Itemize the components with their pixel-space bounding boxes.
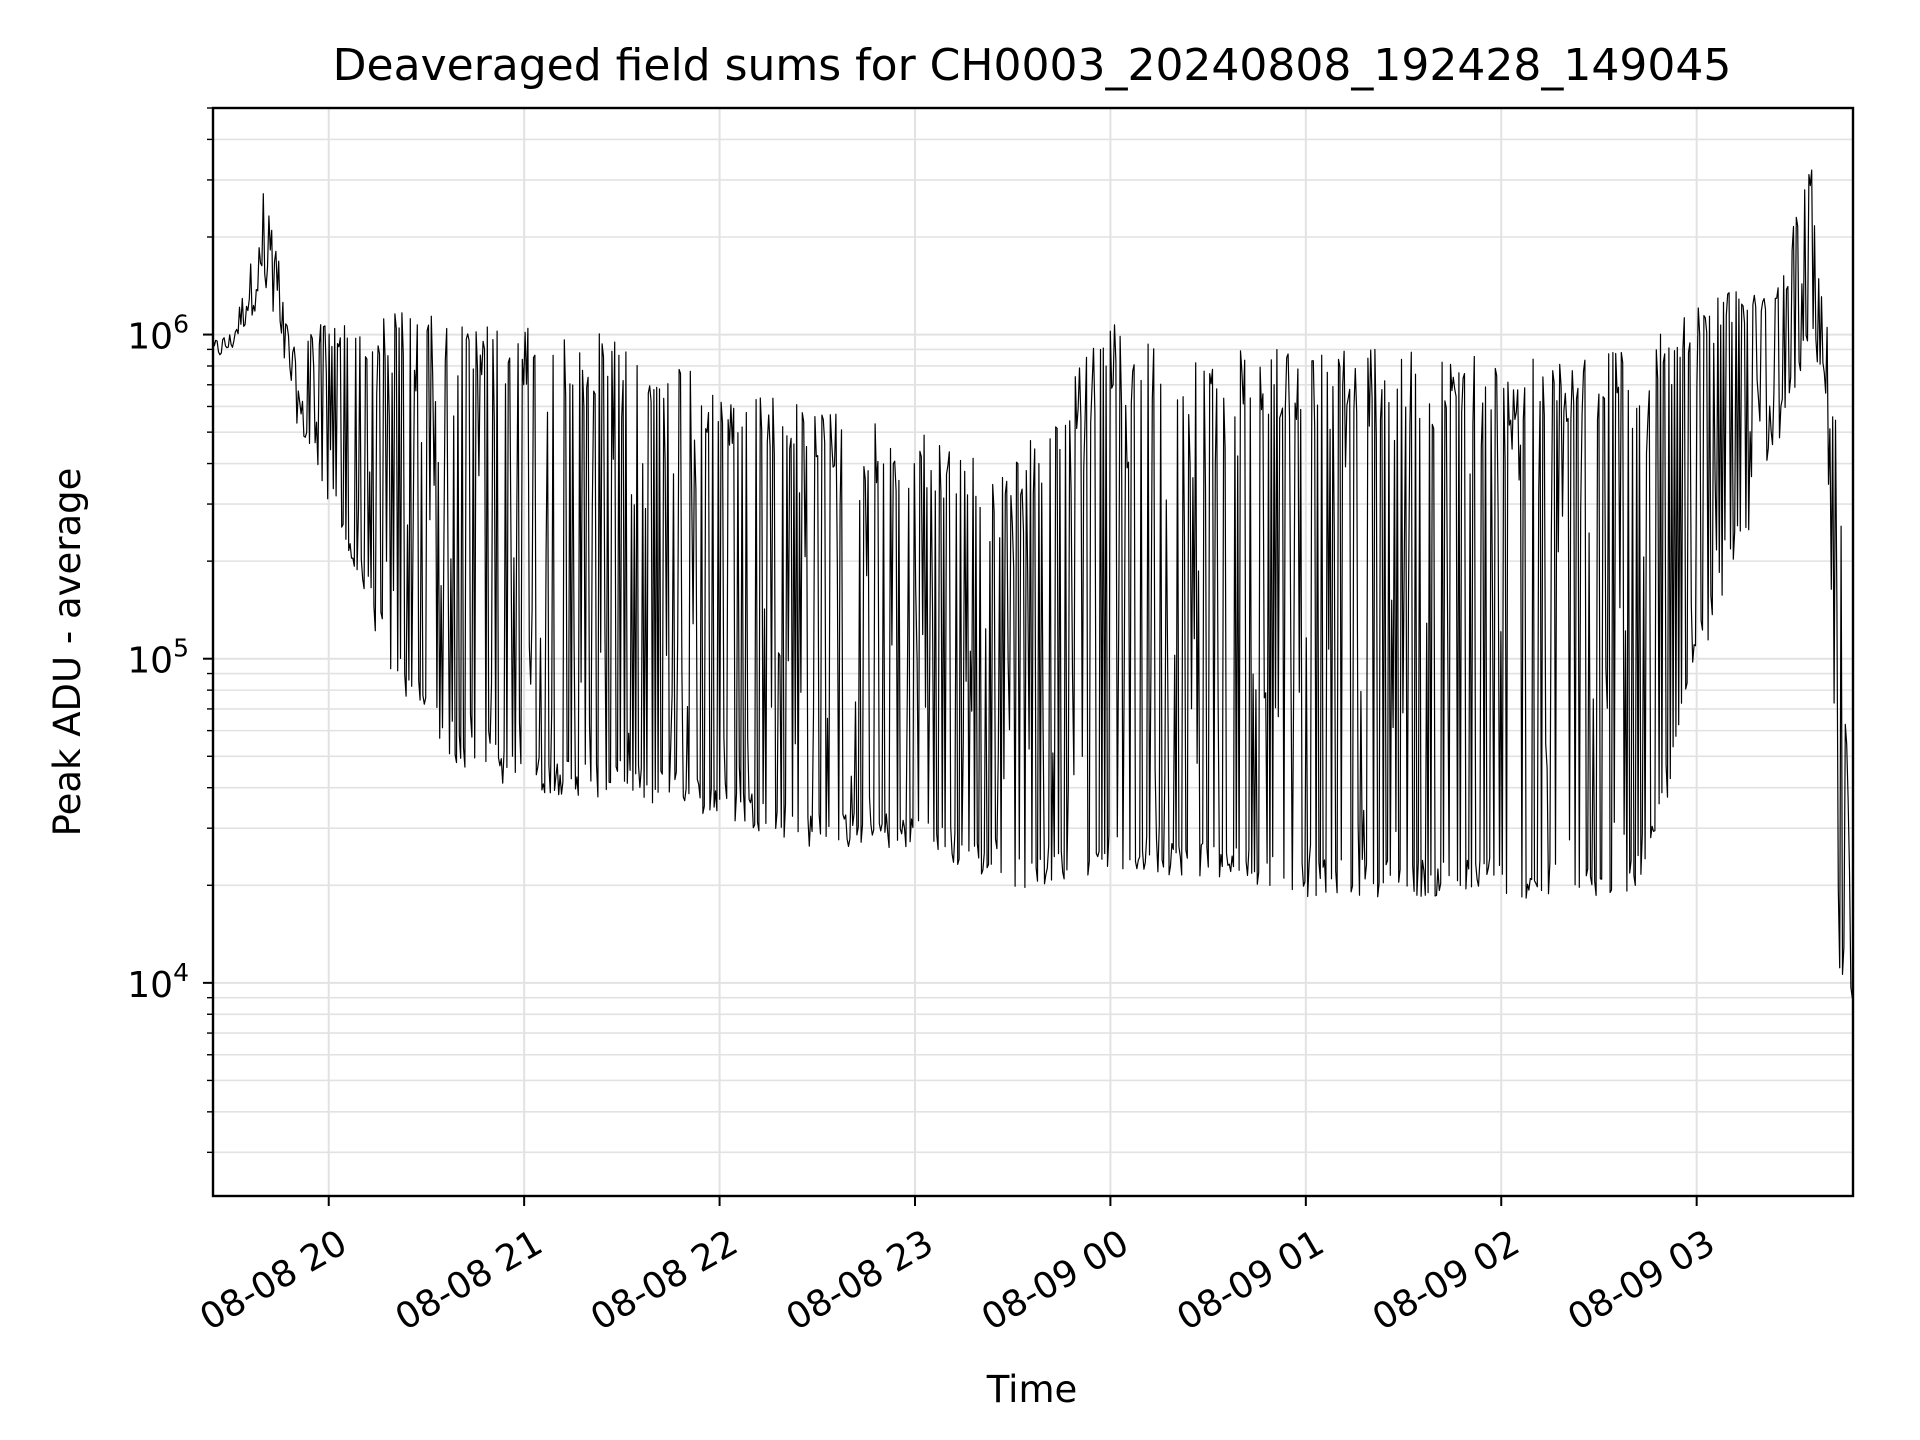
y-tick-label: 105	[127, 634, 189, 682]
chart-title: Deaveraged field sums for CH0003_2024080…	[333, 40, 1732, 91]
series-line	[213, 169, 1853, 999]
plot-area	[213, 169, 1853, 999]
plot-frame	[211, 106, 1855, 1198]
y-axis-label: Peak ADU - average	[46, 468, 89, 837]
y-tick-label: 104	[127, 958, 189, 1006]
x-axis-label: Time	[986, 1368, 1078, 1411]
y-tick-label: 106	[127, 310, 189, 358]
series-group	[213, 169, 1853, 999]
